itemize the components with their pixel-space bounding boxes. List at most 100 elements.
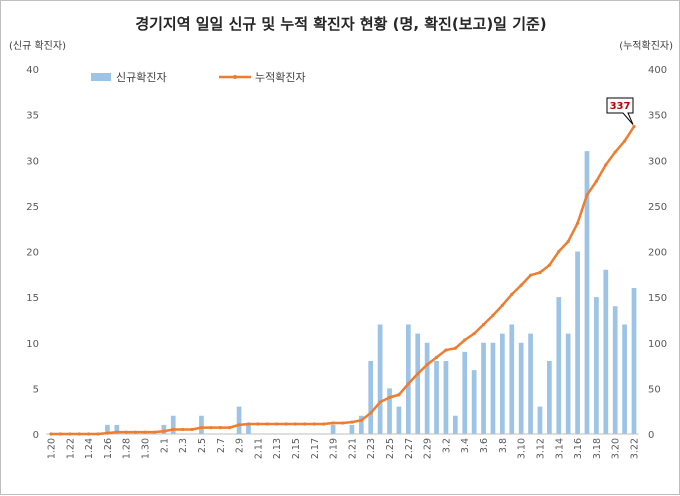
line-point-3.1: [434, 355, 439, 359]
bar-2.1: [161, 424, 167, 434]
line-point-2.1: [162, 429, 166, 433]
right-tick-label: 300: [648, 156, 667, 167]
bar-3.11: [528, 333, 533, 434]
line-point-3.9: [510, 292, 514, 296]
line-point-2.29: [425, 363, 429, 367]
line-point-2.20: [340, 421, 345, 425]
line-point-2.7: [218, 426, 222, 430]
line-point-2.5: [199, 426, 204, 430]
left-tick-label: 35: [26, 111, 39, 122]
x-tick-label: 3.2: [441, 438, 452, 453]
bar-2.22: [358, 415, 364, 434]
line-point-2.26: [397, 393, 401, 397]
line-point-3.7: [491, 313, 495, 317]
cumulative-line: [51, 125, 636, 436]
x-tick-label: 1.26: [103, 438, 114, 459]
line-point-2.16: [303, 422, 307, 426]
x-tick-label: 3.14: [554, 438, 565, 459]
left-axis-label: (신규 확진자): [9, 40, 66, 52]
x-tick-label: 2.27: [404, 438, 415, 459]
x-tick-label: 2.1: [159, 438, 170, 453]
left-tick-label: 20: [26, 248, 39, 259]
line-point-3.22: [632, 124, 636, 129]
line-point-2.23: [369, 411, 373, 415]
left-tick-label: 40: [26, 65, 39, 76]
line-point-3.4: [463, 338, 467, 342]
bar-2.26: [396, 406, 402, 434]
line-point-3.3: [453, 346, 457, 350]
line-point-3.20: [613, 150, 617, 154]
x-tick-label: 1.24: [84, 438, 95, 459]
right-axis-label: (누적확진자): [619, 40, 673, 52]
legend-label-new-cases: 신규확진자: [116, 71, 167, 84]
line-point-3.2: [444, 348, 448, 352]
line-point-2.24: [378, 400, 382, 404]
line-point-1.28: [124, 430, 128, 434]
line-point-2.8: [228, 426, 232, 430]
bar-2.21: [349, 424, 355, 434]
legend-marker-cumulative: [233, 75, 237, 79]
line-point-2.17: [312, 422, 316, 426]
bar-3.12: [537, 406, 543, 434]
bar-3.4: [462, 351, 468, 434]
bar-2.2: [170, 415, 176, 434]
line-point-1.31: [152, 430, 157, 434]
bar-3.1: [434, 361, 439, 434]
x-tick-label: 2.21: [347, 438, 358, 459]
bar-3.10: [518, 342, 524, 434]
left-tick-label: 15: [26, 293, 39, 304]
right-tick-label: 200: [648, 248, 667, 259]
bar-2.5: [199, 415, 204, 434]
x-tick-label: 2.3: [178, 438, 189, 453]
line-point-3.5: [472, 332, 476, 336]
bar-3.14: [556, 297, 562, 434]
bar-2.9: [236, 406, 242, 434]
line-point-2.19: [331, 421, 335, 425]
line-point-2.18: [322, 422, 326, 426]
line-point-3.14: [557, 249, 561, 254]
line-point-3.15: [566, 239, 570, 244]
x-tick-label: 2.23: [366, 438, 377, 459]
line-point-1.22: [68, 432, 72, 436]
line-point-1.24: [87, 432, 91, 436]
bar-3.5: [471, 370, 477, 434]
line-point-3.6: [481, 322, 486, 327]
line-point-2.25: [387, 395, 392, 400]
bar-3.13: [547, 361, 552, 434]
line-point-1.21: [58, 432, 63, 436]
line-point-2.22: [359, 418, 363, 422]
line-point-2.28: [416, 372, 420, 376]
line-point-1.29: [134, 430, 138, 434]
bar-2.24: [377, 324, 383, 434]
line-point-2.13: [275, 422, 279, 426]
line-point-3.18: [594, 179, 598, 183]
bar-3.19: [603, 269, 609, 434]
bar-3.6: [481, 342, 486, 434]
x-tick-label: 3.20: [611, 438, 622, 459]
line-point-1.23: [77, 432, 81, 436]
x-tick-label: 1.30: [141, 438, 152, 459]
right-tick-label: 250: [648, 202, 667, 213]
line-point-3.13: [547, 263, 551, 267]
bar-2.10: [246, 424, 251, 434]
line-point-1.20: [49, 432, 53, 436]
x-tick-label: 1.22: [65, 438, 76, 459]
line-point-2.27: [406, 382, 410, 386]
line-series: [49, 124, 636, 436]
line-point-1.30: [143, 430, 147, 434]
left-tick-label: 5: [33, 384, 39, 395]
line-point-3.19: [604, 163, 608, 167]
x-tick-label: 2.15: [291, 438, 302, 459]
x-tick-label: 3.8: [498, 438, 509, 453]
bar-2.28: [415, 333, 421, 434]
bar-3.9: [509, 324, 515, 434]
left-tick-label: 0: [33, 430, 39, 441]
x-tick-label: 3.18: [592, 438, 603, 459]
line-point-2.10: [246, 422, 251, 426]
bar-1.27: [114, 424, 120, 434]
line-point-1.25: [96, 432, 100, 436]
bar-3.15: [565, 333, 571, 434]
x-tick-label: 3.12: [535, 438, 546, 459]
x-tick-label: 3.22: [630, 438, 641, 459]
bar-2.29: [424, 342, 430, 434]
